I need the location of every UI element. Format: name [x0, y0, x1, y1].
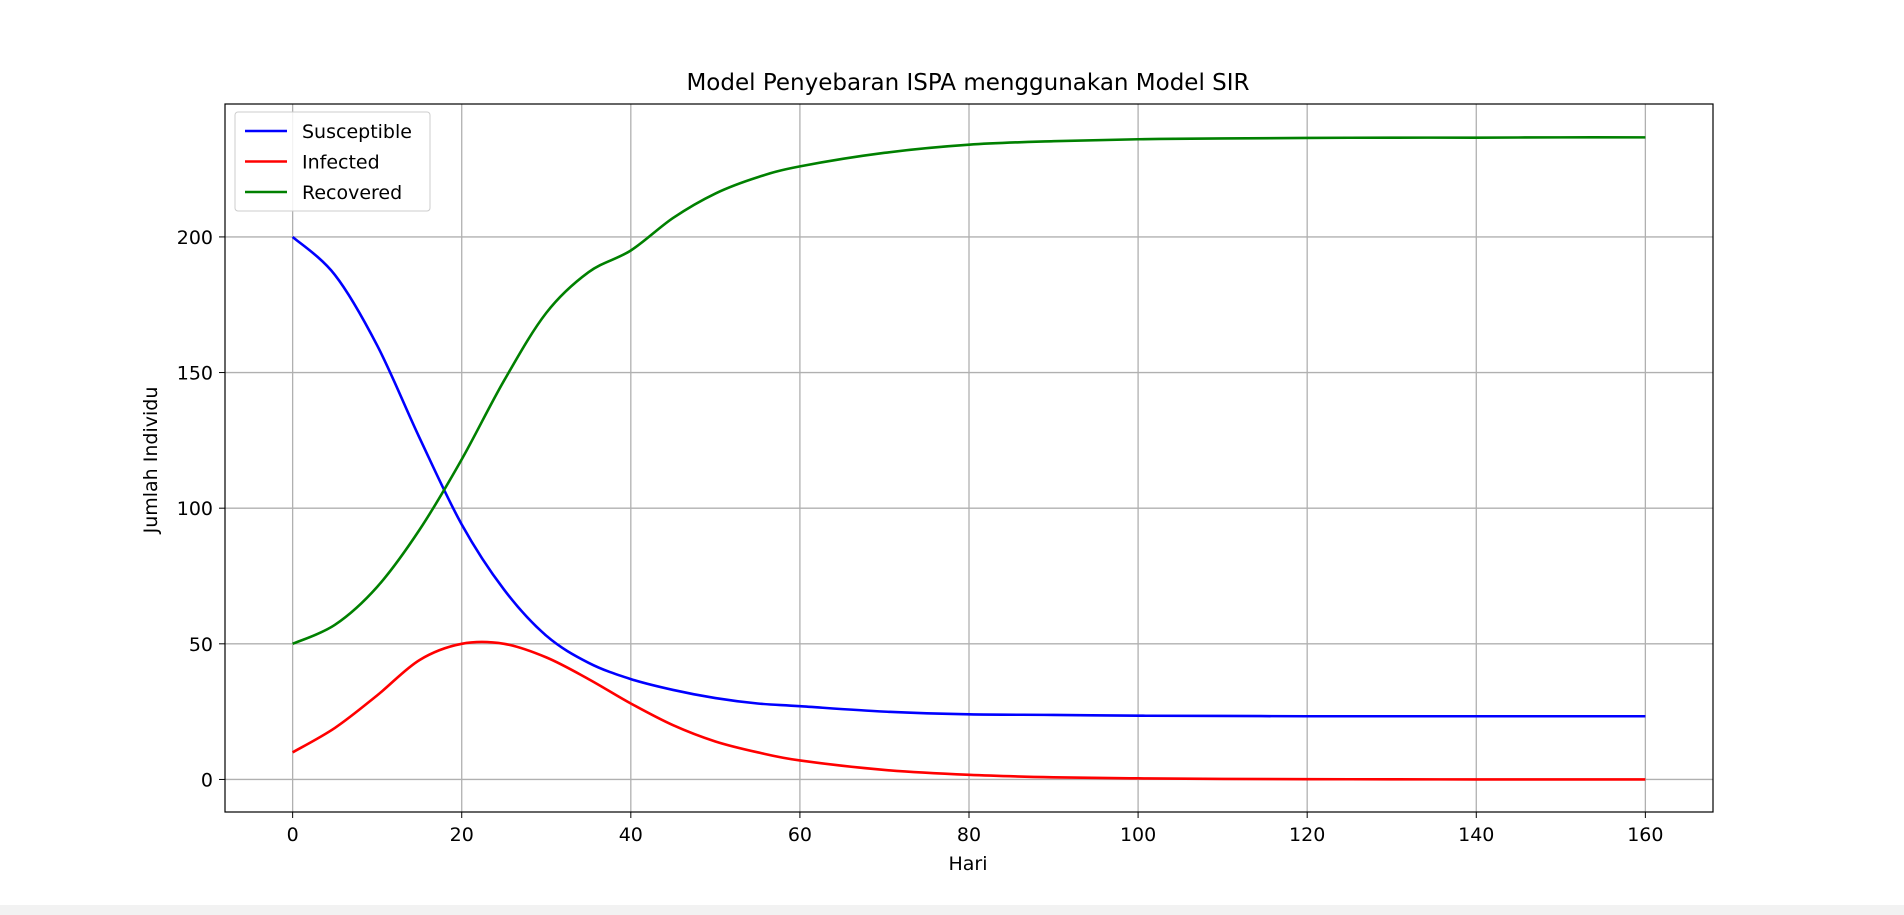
series-line-recovered	[292, 136, 1646, 646]
x-tick-label: 140	[1458, 824, 1494, 846]
legend-label-susceptible: Susceptible	[302, 121, 412, 143]
x-axis-ticks: 0 20 40 60 80 100 120 140 160	[287, 812, 1663, 846]
y-tick-label: 0	[201, 769, 213, 791]
x-tick-label: 100	[1120, 824, 1156, 846]
y-axis-label: Jumlah Individu	[140, 387, 162, 535]
window-bottom-strip	[0, 905, 1904, 915]
y-tick-label: 50	[189, 634, 213, 656]
x-tick-label: 160	[1627, 824, 1663, 846]
plot-lines	[291, 136, 1646, 781]
legend-label-infected: Infected	[302, 152, 380, 174]
legend: Susceptible Infected Recovered	[234, 111, 431, 212]
x-tick-label: 120	[1289, 824, 1325, 846]
x-tick-label: 80	[957, 824, 981, 846]
y-tick-label: 100	[177, 498, 213, 520]
grid-lines	[225, 104, 1713, 812]
series-line-infected	[291, 640, 1646, 781]
x-tick-label: 0	[287, 824, 299, 846]
x-tick-label: 40	[619, 824, 643, 846]
x-axis-label: Hari	[948, 853, 987, 875]
x-tick-label: 20	[450, 824, 474, 846]
y-axis-ticks: 0 50 100 150 200	[177, 227, 225, 791]
series-line-susceptible	[291, 235, 1646, 718]
y-tick-label: 150	[177, 363, 213, 385]
legend-label-recovered: Recovered	[302, 182, 402, 204]
chart-title: Model Penyebaran ISPA menggunakan Model …	[686, 70, 1249, 96]
y-tick-label: 200	[177, 227, 213, 249]
legend-box	[234, 111, 431, 212]
x-tick-label: 60	[788, 824, 812, 846]
